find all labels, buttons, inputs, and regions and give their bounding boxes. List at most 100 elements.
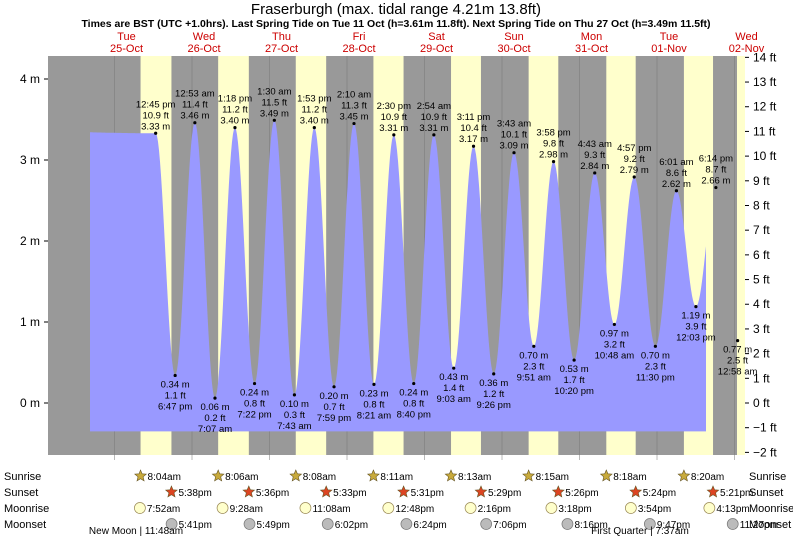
- y-tick-label-m: 4 m: [20, 72, 40, 86]
- sunset-icon: [629, 485, 643, 498]
- moonrise-icon: [464, 502, 477, 514]
- high-tide-m: 3.31 m: [419, 123, 448, 134]
- moonset-icon: [643, 518, 656, 530]
- moonset-icon: [243, 518, 256, 530]
- moonset-icon: [165, 518, 178, 530]
- low-tide-ft: 0.2 ft: [204, 413, 225, 424]
- sunrise-time: 8:15am: [536, 472, 569, 483]
- high-tide-m: 3.46 m: [180, 111, 209, 122]
- high-tide-time: 1:30 am: [257, 86, 291, 97]
- high-tide-time: 4:57 pm: [617, 143, 651, 154]
- high-tide-m: 3.31 m: [379, 123, 408, 134]
- high-tide-ft: 10.9 ft: [381, 112, 408, 123]
- tide-point: [372, 382, 376, 386]
- y-tick-label-ft: 13 ft: [753, 75, 777, 89]
- moonset-time: 7:06pm: [493, 520, 526, 531]
- tide-point: [572, 358, 576, 362]
- date-label: 31-Oct: [575, 43, 608, 55]
- y-tick-label-ft: 10 ft: [753, 149, 777, 163]
- y-tick-label-ft: 8 ft: [753, 198, 770, 212]
- almanac-row-label-right: Moonset: [749, 519, 791, 531]
- high-tide-time: 6:14 pm: [699, 154, 733, 165]
- low-tide-ft: 1.4 ft: [443, 383, 464, 394]
- y-tick-label-ft: −1 ft: [753, 421, 777, 435]
- high-tide-ft: 9.8 ft: [543, 139, 564, 150]
- date-label: 30-Oct: [497, 43, 530, 55]
- sunset-icon: [474, 485, 488, 498]
- high-tide-time: 2:10 am: [337, 90, 371, 101]
- tide-point: [512, 151, 516, 155]
- tide-point: [593, 171, 597, 175]
- tide-point: [714, 185, 718, 190]
- high-tide-time: 2:30 pm: [377, 101, 411, 112]
- almanac-row-label-left: Sunset: [4, 487, 38, 499]
- tide-point: [173, 373, 177, 378]
- day-of-week-label: Tue: [660, 31, 679, 43]
- high-tide-m: 3.33 m: [141, 121, 170, 132]
- low-tide-time: 9:51 am: [517, 372, 551, 383]
- almanac-row-label-left: Sunrise: [4, 471, 41, 483]
- tide-point: [492, 372, 496, 376]
- sunset-icon: [319, 485, 333, 498]
- sunset-icon: [706, 485, 720, 498]
- low-tide-ft: 0.7 ft: [323, 402, 344, 413]
- moonset-time: 11:27pm: [740, 520, 778, 531]
- chart-subtitle: Times are BST (UTC +1.0hrs). Last Spring…: [81, 18, 710, 30]
- low-tide-ft: 0.8 ft: [244, 399, 265, 410]
- low-tide-m: 0.06 m: [200, 402, 229, 413]
- tide-point: [471, 144, 476, 148]
- almanac-row-label-right: Sunset: [749, 487, 783, 499]
- high-tide-ft: 11.2 ft: [222, 105, 248, 116]
- high-tide-time: 3:43 am: [497, 119, 531, 130]
- high-tide-time: 2:54 am: [417, 101, 451, 112]
- axes: 0 m 1 m 2 m 3 m 4 m −2 ft −1 ft 0 ft 1 ft 2 ft 3 f…: [20, 31, 777, 459]
- high-tide-time: 12:53 am: [175, 89, 215, 100]
- almanac-row-label-left: Moonrise: [4, 503, 49, 515]
- low-tide-m: 1.19 m: [681, 311, 710, 322]
- low-tide-m: 0.34 m: [161, 379, 190, 390]
- almanac-row-label-right: Sunrise: [749, 471, 786, 483]
- high-tide-ft: 8.6 ft: [666, 168, 687, 179]
- y-tick-label-ft: 3 ft: [753, 322, 770, 336]
- sunrise-time: 8:04am: [148, 472, 181, 483]
- high-tide-ft: 8.7 ft: [705, 165, 726, 176]
- low-tide-ft: 1.2 ft: [483, 389, 504, 400]
- sunrise-icon: [211, 469, 225, 482]
- low-tide-time: 9:03 am: [437, 394, 471, 405]
- low-tide-time: 7:59 pm: [317, 413, 351, 424]
- almanac: Sunrise Sunrise Sunset Sunset Moonrise Moonri…: [4, 469, 793, 537]
- tide-area: [90, 120, 706, 432]
- tide-point: [252, 381, 257, 386]
- moonset-icon: [561, 518, 574, 530]
- low-tide-ft: 0.3 ft: [284, 410, 305, 421]
- sunset-icon: [551, 485, 565, 498]
- tide-point: [632, 175, 636, 179]
- low-tide-ft: 0.8 ft: [363, 399, 384, 410]
- low-tide-time: 10:48 am: [595, 350, 635, 361]
- low-tide-m: 0.24 m: [240, 388, 269, 399]
- sunset-time: 5:24pm: [643, 488, 676, 499]
- y-tick-label-ft: 7 ft: [753, 223, 770, 237]
- tide-curve: [90, 120, 706, 432]
- sunrise-time: 8:18am: [613, 472, 646, 483]
- day-of-week-label: Wed: [193, 31, 215, 43]
- sunset-icon: [164, 485, 178, 498]
- y-tick-label-m: 2 m: [20, 234, 40, 248]
- high-tide-m: 2.66 m: [701, 176, 730, 187]
- y-tick-label-ft: 12 ft: [753, 100, 777, 114]
- moonset-time: 5:49pm: [257, 520, 290, 531]
- chart-title: Fraserburgh (max. tidal range 4.21m 13.8…: [251, 1, 541, 18]
- tide-point: [736, 339, 740, 343]
- sunset-time: 5:33pm: [333, 488, 366, 499]
- moonset-time: 6:24pm: [413, 520, 446, 531]
- high-tide-time: 4:43 am: [578, 139, 612, 150]
- moonrise-time: 3:18pm: [558, 504, 591, 515]
- high-tide-ft: 11.2 ft: [301, 105, 327, 116]
- moonset-icon: [321, 518, 334, 530]
- high-tide-time: 3:11 pm: [457, 112, 491, 123]
- high-tide-time: 3:58 pm: [536, 128, 570, 139]
- low-tide-time: 12:03 pm: [676, 333, 716, 344]
- high-tide-ft: 9.2 ft: [624, 154, 645, 165]
